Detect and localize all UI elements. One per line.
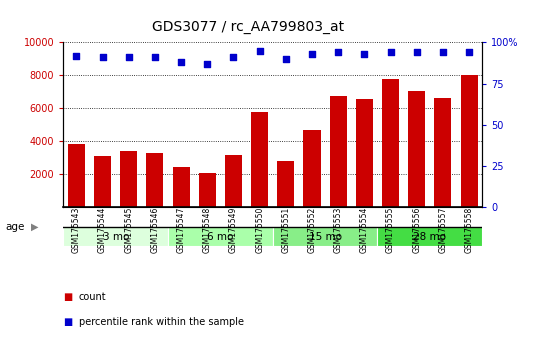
Text: GSM175558: GSM175558: [464, 207, 473, 253]
Bar: [461, 75, 478, 207]
Text: ▶: ▶: [31, 222, 39, 232]
Point: [282, 56, 290, 62]
Text: count: count: [79, 292, 106, 302]
Bar: [408, 91, 425, 207]
Bar: [434, 98, 451, 207]
Point: [229, 55, 238, 60]
Text: GDS3077 / rc_AA799803_at: GDS3077 / rc_AA799803_at: [152, 19, 344, 34]
Bar: [356, 99, 373, 207]
Point: [334, 50, 343, 55]
Text: ■: ■: [63, 317, 73, 327]
Bar: [147, 153, 164, 207]
Bar: [273, 227, 377, 246]
Point: [439, 50, 447, 55]
Point: [203, 61, 212, 67]
Text: age: age: [6, 222, 25, 232]
Bar: [172, 167, 190, 207]
Bar: [63, 227, 168, 246]
Text: GSM175549: GSM175549: [229, 207, 238, 253]
Point: [150, 55, 159, 60]
Bar: [199, 173, 216, 207]
Point: [72, 53, 81, 58]
Text: GSM175557: GSM175557: [439, 207, 447, 253]
Bar: [251, 112, 268, 207]
Bar: [329, 96, 347, 207]
Text: GSM175547: GSM175547: [177, 207, 186, 253]
Bar: [120, 151, 137, 207]
Point: [255, 48, 264, 53]
Point: [464, 50, 473, 55]
Text: GSM175545: GSM175545: [125, 207, 133, 253]
Bar: [377, 227, 482, 246]
Point: [98, 55, 107, 60]
Bar: [277, 161, 294, 207]
Point: [177, 59, 186, 65]
Bar: [94, 156, 111, 207]
Text: GSM175548: GSM175548: [203, 207, 212, 253]
Text: GSM175550: GSM175550: [255, 207, 264, 253]
Text: percentile rank within the sample: percentile rank within the sample: [79, 317, 244, 327]
Text: GSM175553: GSM175553: [334, 207, 343, 253]
Bar: [304, 130, 321, 207]
Bar: [168, 227, 273, 246]
Text: GSM175546: GSM175546: [150, 207, 159, 253]
Text: 3 mo: 3 mo: [102, 232, 129, 242]
Text: GSM175556: GSM175556: [412, 207, 421, 253]
Text: GSM175552: GSM175552: [307, 207, 316, 253]
Text: 6 mo: 6 mo: [207, 232, 234, 242]
Point: [125, 55, 133, 60]
Text: ■: ■: [63, 292, 73, 302]
Bar: [382, 79, 399, 207]
Bar: [225, 155, 242, 207]
Text: GSM175551: GSM175551: [282, 207, 290, 253]
Text: GSM175554: GSM175554: [360, 207, 369, 253]
Point: [307, 51, 316, 57]
Text: 28 mo: 28 mo: [413, 232, 446, 242]
Text: GSM175543: GSM175543: [72, 207, 81, 253]
Point: [386, 50, 395, 55]
Bar: [68, 144, 85, 207]
Text: GSM175555: GSM175555: [386, 207, 395, 253]
Text: GSM175544: GSM175544: [98, 207, 107, 253]
Point: [360, 51, 369, 57]
Point: [412, 50, 421, 55]
Text: 15 mo: 15 mo: [309, 232, 342, 242]
